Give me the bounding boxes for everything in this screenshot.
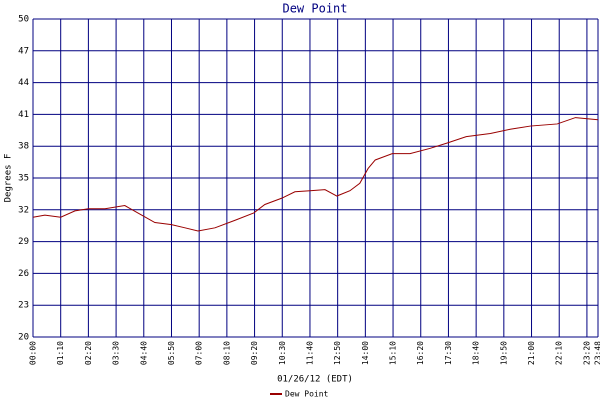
x-tick-label: 01:10 [56,341,65,365]
x-tick-label: 00:00 [29,341,38,365]
y-tick-label: 23 [18,301,29,311]
x-tick-label: 23:48 [594,341,600,365]
x-tick-label: 05:50 [167,341,176,365]
x-tick-label: 02:20 [84,341,93,365]
y-tick-label: 44 [18,78,29,88]
chart-title: Dew Point [282,2,347,16]
x-tick-label: 21:00 [527,341,536,365]
x-tick-label: 17:30 [444,341,453,365]
x-tick-label: 22:10 [555,341,564,365]
x-tick-label: 14:00 [361,341,370,365]
y-tick-label: 26 [18,269,29,279]
x-tick-label: 18:40 [472,341,481,365]
x-tick-label: 11:40 [305,341,314,365]
x-tick-label: 16:20 [416,341,425,365]
x-tick-label: 07:00 [195,341,204,365]
y-tick-label: 35 [18,174,29,184]
x-tick-label: 12:50 [333,341,342,365]
x-tick-label: 09:20 [250,341,259,365]
y-tick-label: 38 [18,142,29,152]
y-tick-label: 47 [18,46,29,56]
y-tick-label: 50 [18,15,29,25]
x-tick-label: 04:40 [139,341,148,365]
x-tick-label: 03:30 [112,341,121,365]
x-tick-label: 19:50 [499,341,508,365]
x-tick-label: 10:30 [278,341,287,365]
y-tick-label: 32 [18,205,29,215]
y-tick-label: 29 [18,237,29,247]
x-tick-label: 23:20 [582,341,591,365]
y-axis-label: Degrees F [4,154,14,203]
legend-label: Dew Point [285,390,329,399]
y-tick-label: 20 [18,333,29,343]
x-tick-label: 08:10 [222,341,231,365]
data-line [32,117,599,232]
x-tick-label: 15:10 [389,341,398,365]
x-axis-label: 01/26/12 (EDT) [277,375,353,385]
y-tick-label: 41 [18,110,29,120]
